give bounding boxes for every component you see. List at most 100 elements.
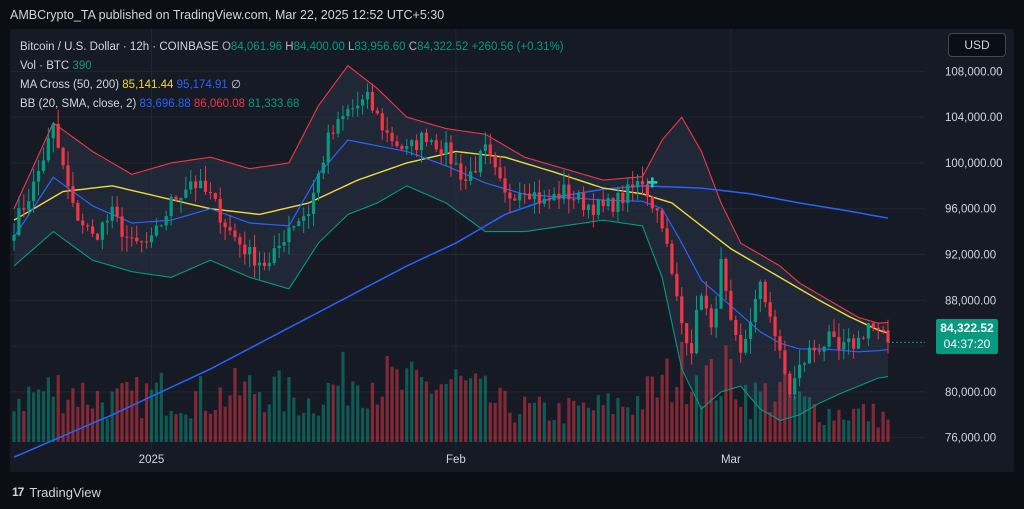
candle-body	[336, 119, 340, 134]
volume-bar	[714, 400, 718, 442]
candle-body	[135, 237, 139, 242]
candle-body	[626, 184, 630, 203]
candle-body	[208, 191, 213, 194]
candle-body	[439, 149, 443, 155]
candle-body	[709, 308, 713, 328]
low-label: L	[347, 41, 355, 53]
candle-body	[812, 347, 816, 351]
volume-bar	[596, 395, 600, 442]
volume-bar	[292, 397, 296, 442]
price-chart[interactable]: 76,000.00 80,000.00 88,000.00 92,000.00 96,0…	[10, 29, 1014, 472]
x-tick-label: 2025	[139, 454, 165, 466]
volume-bar	[542, 402, 546, 442]
candle-body	[331, 132, 335, 134]
volume-bar	[744, 384, 748, 442]
candle-body	[46, 138, 50, 161]
volume-bar	[243, 381, 247, 442]
volume-bar	[866, 421, 870, 442]
volume-bar	[405, 368, 409, 442]
candle-body	[419, 132, 424, 151]
candle-body	[876, 327, 880, 330]
volume-bar	[798, 391, 802, 442]
footer-brand[interactable]: 17 TradingView	[12, 484, 101, 500]
ma-cross-row[interactable]: MA Cross (50, 200) 85,141.44 95,174.91 ∅	[20, 76, 564, 95]
volume-bar	[572, 400, 576, 442]
volume-bar	[262, 412, 267, 442]
candle-body	[370, 91, 375, 111]
chart-panel[interactable]: 76,000.00 80,000.00 88,000.00 92,000.00 96,0…	[10, 29, 1014, 472]
volume-bar	[390, 366, 394, 442]
volume-bar	[758, 391, 762, 442]
volume-bar	[248, 375, 252, 442]
volume-bar	[267, 404, 271, 442]
candle-body	[532, 192, 537, 200]
volume-bar	[365, 408, 370, 442]
candle-body	[449, 142, 453, 164]
candle-body	[257, 262, 262, 266]
volume-bar	[694, 375, 699, 442]
volume-bar	[729, 358, 733, 442]
chart-legend: Bitcoin / U.S. Dollar · 12h · COINBASE O…	[20, 38, 564, 114]
volume-bar	[144, 383, 149, 442]
volume-bar	[56, 375, 60, 442]
candle-body	[400, 146, 404, 150]
candle-body	[537, 192, 541, 204]
volume-bar	[842, 419, 846, 442]
volume-bar	[739, 406, 743, 442]
volume-bar	[32, 392, 36, 442]
volume-bar	[228, 395, 232, 442]
candle-body	[385, 130, 389, 133]
volume-bar	[488, 402, 492, 442]
volume-bar	[282, 411, 286, 442]
candle-body	[302, 216, 306, 221]
candle-body	[169, 196, 173, 217]
close-label: C	[408, 41, 418, 53]
volume-bar	[36, 389, 41, 442]
volume-label: Vol · BTC	[20, 60, 70, 72]
volume-row[interactable]: Vol · BTC 390	[20, 57, 564, 76]
candle-body	[842, 342, 846, 350]
candle-body	[159, 225, 163, 227]
volume-bar	[449, 379, 453, 442]
candle-body	[724, 258, 728, 291]
candle-body	[886, 330, 890, 343]
volume-bar	[395, 369, 399, 442]
close-value: 84,322.52	[417, 41, 469, 53]
candle-body	[154, 225, 158, 236]
candle-body	[660, 210, 664, 229]
volume-bar	[105, 418, 109, 442]
bollinger-row[interactable]: BB (20, SMA, close, 2) 83,696.88 86,060.…	[20, 95, 564, 114]
candle-body	[424, 132, 429, 143]
volume-bar	[223, 406, 227, 442]
candle-body	[631, 184, 635, 188]
candle-body	[252, 247, 257, 266]
candle-body	[341, 116, 345, 120]
volume-bar	[66, 399, 70, 442]
candle-body	[140, 241, 144, 243]
bollinger-lower-line	[13, 185, 889, 422]
low-value: 83,956.60	[354, 41, 406, 53]
volume-bar	[871, 403, 875, 442]
candle-body	[621, 192, 625, 203]
candle-body	[798, 364, 802, 379]
candle-body	[689, 343, 694, 354]
volume-bar	[120, 383, 124, 442]
candle-body	[640, 181, 645, 185]
y-tick-label: 88,000.00	[945, 295, 996, 307]
currency-button[interactable]: USD	[948, 33, 1006, 57]
symbol-label[interactable]: Bitcoin / U.S. Dollar · 12h · COINBASE	[20, 41, 219, 53]
volume-bar	[753, 382, 758, 442]
bb-basis-value: 83,696.88	[139, 98, 191, 110]
volume-bar	[194, 391, 198, 442]
candle-body	[22, 208, 26, 210]
volume-bar	[650, 376, 654, 442]
volume-bar	[154, 382, 158, 442]
volume-bar	[429, 393, 433, 442]
volume-bar	[213, 410, 217, 442]
candle-body	[130, 237, 134, 239]
candle-body	[635, 181, 640, 188]
volume-bar	[424, 381, 429, 442]
volume-bar	[208, 413, 213, 442]
candle-body	[793, 378, 797, 395]
candle-body	[788, 373, 792, 395]
